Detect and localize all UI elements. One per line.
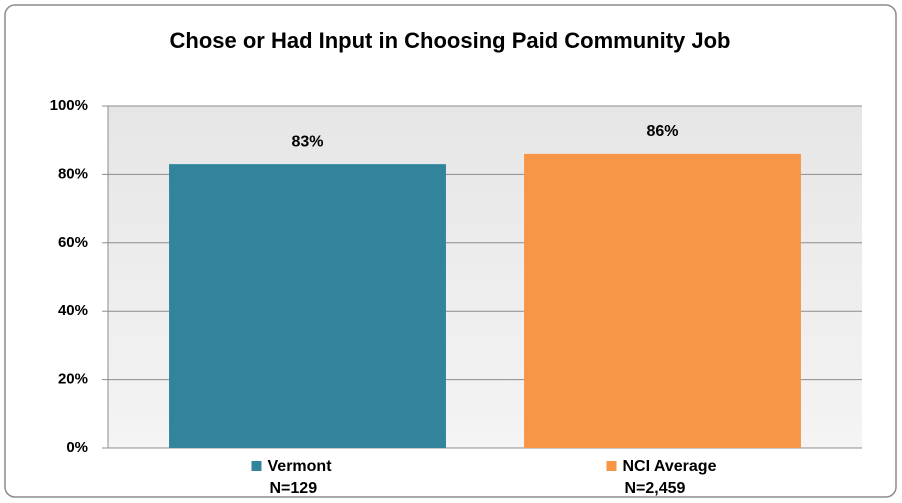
- data-label: 83%: [291, 133, 323, 150]
- x-tick-label: NCI Average: [623, 458, 717, 475]
- category-note: N=129: [270, 480, 318, 497]
- legend-swatch: [606, 461, 617, 471]
- y-tick-label: 80%: [58, 165, 88, 182]
- category-note: N=2,459: [625, 480, 686, 497]
- y-tick-label: 60%: [58, 234, 88, 251]
- y-tick-label: 100%: [50, 97, 88, 114]
- chart-title: Chose or Had Input in Choosing Paid Comm…: [170, 28, 731, 53]
- bar: [169, 164, 446, 448]
- y-tick-label: 40%: [58, 302, 88, 319]
- data-label: 86%: [646, 123, 678, 140]
- x-tick-label: Vermont: [268, 458, 333, 475]
- y-tick-label: 20%: [58, 371, 88, 388]
- y-tick-label: 0%: [66, 439, 88, 456]
- bar: [524, 153, 801, 448]
- legend-swatch: [251, 461, 262, 471]
